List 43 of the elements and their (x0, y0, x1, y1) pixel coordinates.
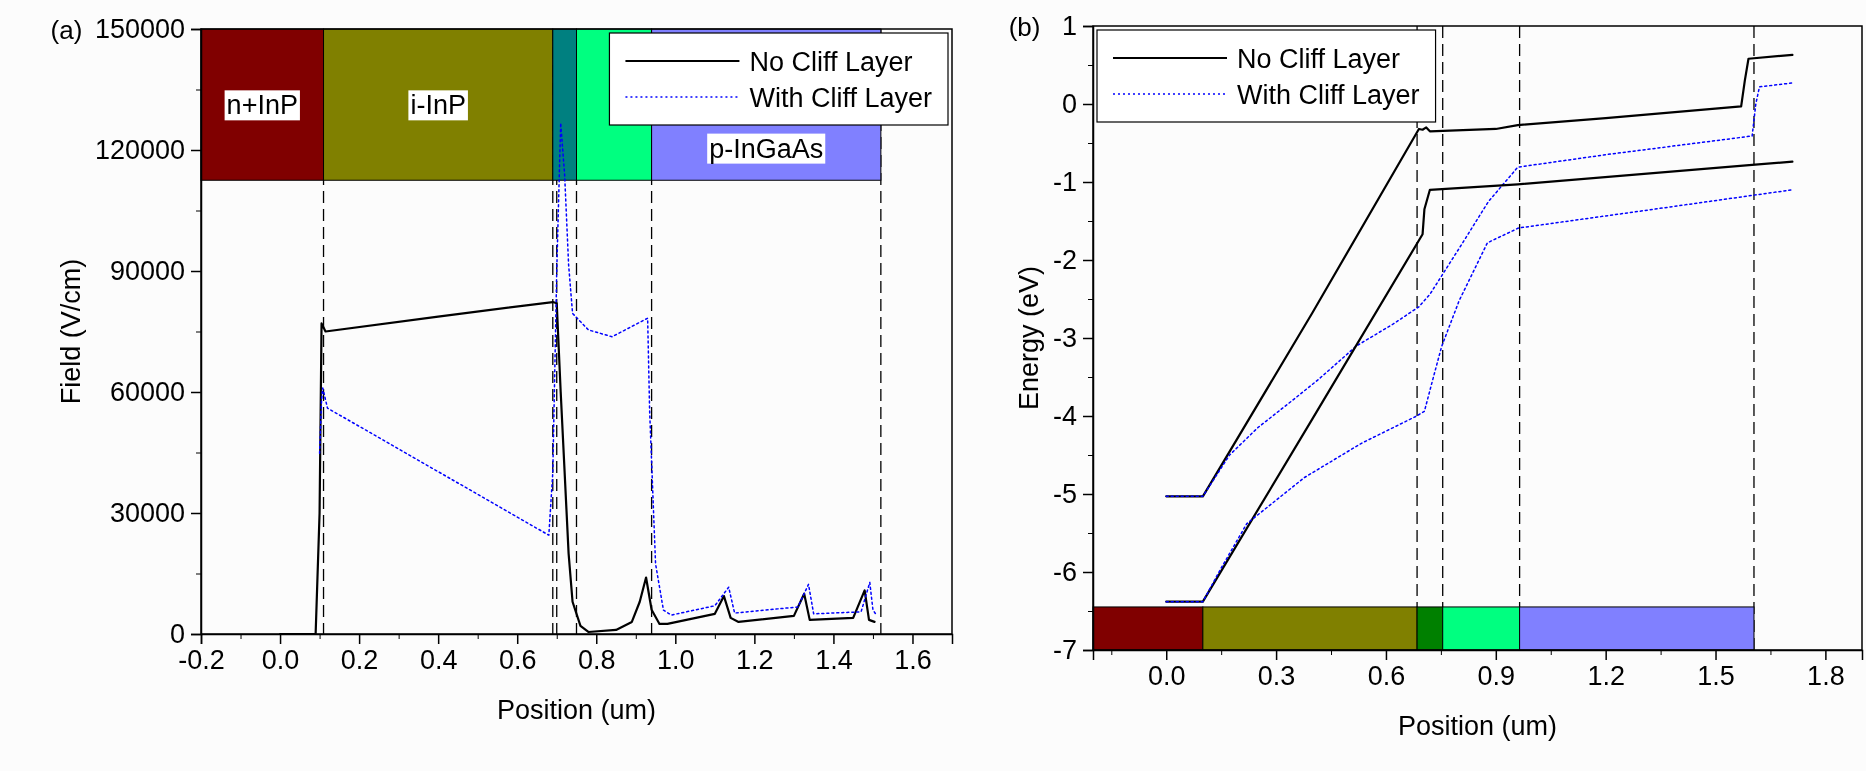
x-axis-title: Position (um) (496, 695, 657, 725)
x-tick-label: 0.9 (1477, 661, 1516, 692)
x-tick-label: 0.0 (261, 645, 300, 676)
x-tick-label: 0.2 (340, 645, 379, 676)
y-tick-label: 30000 (109, 498, 185, 529)
y-tick-label: -5 (1052, 479, 1077, 510)
x-tick-label: 0.6 (1367, 661, 1406, 692)
x-tick-label: 1.8 (1807, 661, 1845, 692)
y-tick-label: -1 (1052, 167, 1077, 198)
y-axis-title: Field (V/cm) (56, 258, 87, 405)
y-tick-label: 120000 (94, 135, 185, 166)
x-tick-label: 1.4 (815, 645, 853, 676)
chart-title: (a) (50, 15, 83, 45)
legend-label: No Cliff Layer (1237, 43, 1401, 74)
y-tick-label: -2 (1052, 245, 1077, 276)
y-tick-label: -6 (1052, 557, 1077, 588)
y-tick-label: 60000 (109, 377, 185, 408)
legend-label: No Cliff Layer (749, 46, 913, 77)
x-tick-label: 1.2 (736, 645, 774, 676)
band-label: i-InP (410, 90, 466, 121)
band-label: n+InP (226, 90, 298, 121)
y-tick-label: -7 (1052, 635, 1077, 666)
x-tick-label: 0.0 (1147, 661, 1186, 692)
x-axis-title: Position (um) (1397, 711, 1558, 741)
x-tick-label: 1.6 (894, 645, 932, 676)
y-tick-label: -3 (1052, 323, 1077, 354)
x-tick-label: 1.0 (657, 645, 695, 676)
y-tick-label: 0 (1061, 89, 1077, 120)
y-tick-label: 150000 (94, 14, 185, 45)
y-axis-title: Energy (eV) (1014, 265, 1045, 411)
legend-label: With Cliff Layer (1237, 79, 1420, 110)
y-tick-label: 90000 (109, 256, 185, 287)
y-tick-label: -4 (1052, 401, 1077, 432)
legend-label: With Cliff Layer (749, 82, 932, 113)
x-tick-label: 1.5 (1697, 661, 1735, 692)
y-tick-label: 1 (1061, 11, 1077, 42)
x-tick-label: 0.6 (498, 645, 537, 676)
x-tick-label: 0.8 (577, 645, 616, 676)
chart-title: (b) (1008, 12, 1041, 42)
x-tick-label: 1.2 (1587, 661, 1625, 692)
band-label: p-InGaAs (709, 133, 824, 164)
x-tick-label: 0.3 (1257, 661, 1296, 692)
x-tick-label: 0.4 (419, 645, 458, 676)
